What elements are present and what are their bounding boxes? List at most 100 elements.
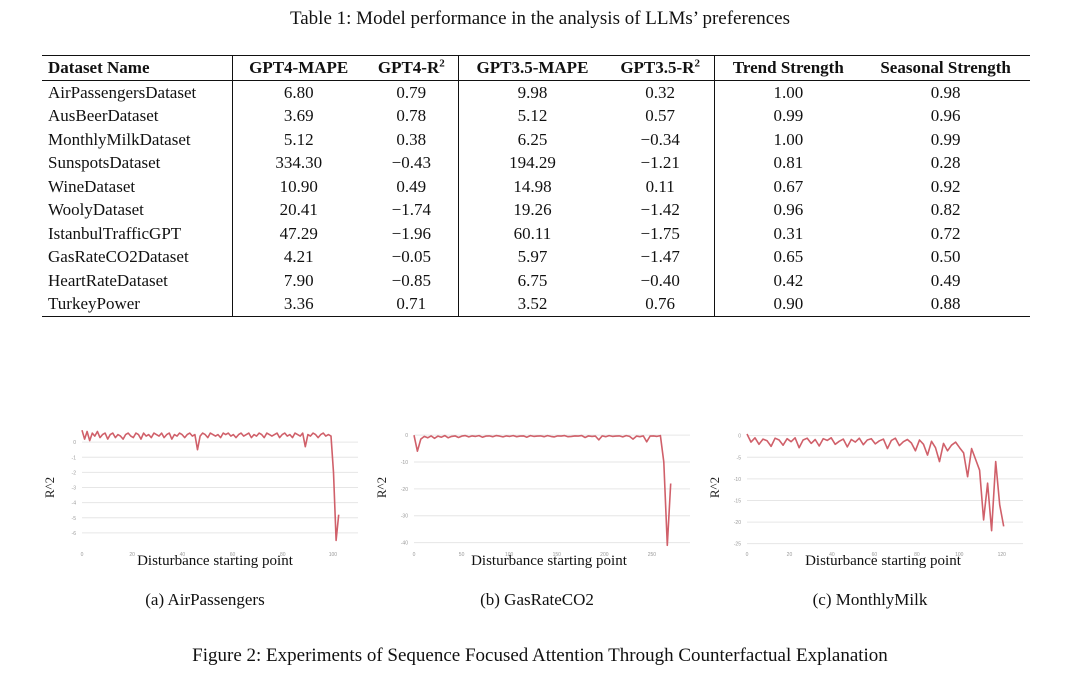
header-trend-strength: Trend Strength xyxy=(714,55,862,81)
y-tick-label: -10 xyxy=(734,477,741,483)
line-chart-gasrateco2: 0 -10 -20 -30 -40 0 50 100 150 200 250 R^2 xyxy=(374,433,690,558)
value-cell: −1.75 xyxy=(605,221,716,245)
value-cell: 0.88 xyxy=(861,292,1030,317)
x-tick-label: 0 xyxy=(746,552,749,558)
value-cell: 0.67 xyxy=(773,176,804,196)
y-tick-label: -1 xyxy=(72,455,77,461)
y-axis-label: R^2 xyxy=(374,477,389,498)
value-cell: 0.76 xyxy=(605,292,716,317)
y-tick-label: 0 xyxy=(405,433,408,439)
value-cell: 0.81 xyxy=(773,153,804,172)
table-row: HeartRateDataset 7.90 −0.85 6.75 −0.40 0.42 0.… xyxy=(42,268,1030,292)
value-cell: 5.12 xyxy=(517,106,548,125)
x-tick-label: 60 xyxy=(872,552,878,558)
y-tick-label: 0 xyxy=(738,434,741,440)
value-cell: 1.00 xyxy=(773,129,804,149)
value-cell: 6.80 xyxy=(283,82,314,102)
table-row: IstanbulTrafficGPT 47.29 −1.96 60.11 −1.75 0.… xyxy=(42,221,1030,245)
value-cell: −1.96 xyxy=(364,221,460,245)
y-tick-label: -5 xyxy=(737,455,742,461)
y-tick-label: -4 xyxy=(72,501,77,507)
y-tick-label: 0 xyxy=(73,440,76,446)
header-dataset-name: Dataset Name xyxy=(42,55,233,81)
value-cell: 0.96 xyxy=(773,200,804,219)
value-cell: 7.90 xyxy=(283,270,314,290)
dataset-name-cell: WoolyDataset xyxy=(42,198,233,222)
dataset-name-cell: HeartRateDataset xyxy=(42,268,233,292)
x-tick-label: 60 xyxy=(230,552,236,558)
subfigure-caption-b: (b) GasRateCO2 xyxy=(480,590,594,609)
value-cell: 0.79 xyxy=(364,80,460,104)
value-cell: −1.42 xyxy=(605,198,716,222)
value-cell: 0.50 xyxy=(930,247,961,266)
table-caption: Table 1: Model performance in the analys… xyxy=(289,8,791,29)
header-gpt4-r2: GPT4-R2 xyxy=(364,55,460,81)
y-tick-label: -10 xyxy=(401,460,408,466)
value-cell: 0.90 xyxy=(714,292,862,317)
value-cell: 6.75 xyxy=(517,270,548,290)
table-row: WineDataset 10.90 0.49 14.98 0.11 0.67 0.92 xyxy=(42,174,1030,198)
table-header-row: Dataset Name GPT4-MAPE GPT4-R2 GPT3.5-MA… xyxy=(42,55,1030,81)
x-tick-label: 80 xyxy=(280,552,286,558)
performance-table: Dataset Name GPT4-MAPE GPT4-R2 GPT3.5-MA… xyxy=(42,55,1030,317)
value-cell: 4.21 xyxy=(283,247,314,266)
value-cell: 6.25 xyxy=(517,129,548,149)
x-tick-label: 120 xyxy=(998,552,1007,558)
subfigure-caption-c: (c) MonthlyMilk xyxy=(812,590,928,609)
x-tick-label: 20 xyxy=(787,552,793,558)
value-cell: 0.78 xyxy=(364,104,460,128)
y-tick-label: -15 xyxy=(734,498,741,504)
plot-gasrateco2: 0 -10 -20 -30 -40 0 50 100 150 200 250 R^2 xyxy=(372,415,702,575)
r2-superscript: 2 xyxy=(439,57,445,70)
dataset-name-cell: MonthlyMilkDataset xyxy=(42,127,233,151)
table-row: WoolyDataset 20.41 −1.74 19.26 −1.42 0.96 0.82 xyxy=(42,198,1030,222)
value-cell: 0.31 xyxy=(773,223,804,243)
value-cell: 0.65 xyxy=(773,247,804,266)
figure-caption: Figure 2: Experiments of Sequence Focuse… xyxy=(192,645,888,666)
table-row: GasRateCO2Dataset 4.21 −0.05 5.97 −1.47 0.65 0… xyxy=(42,245,1030,269)
x-tick-label: 100 xyxy=(955,552,964,558)
series-line xyxy=(413,434,672,547)
value-cell: 0.42 xyxy=(773,270,804,290)
value-cell: 0.82 xyxy=(930,200,961,219)
x-axis-label: Disturbance starting point xyxy=(805,553,961,569)
value-cell: 0.92 xyxy=(930,176,961,196)
plot-monthlymilk: 0 -5 -10 -15 -20 -25 0 20 40 60 80 100 120 R^2 xyxy=(705,415,1035,575)
x-tick-label: 80 xyxy=(914,552,920,558)
value-cell: 334.30 xyxy=(275,153,323,172)
value-cell: 3.36 xyxy=(232,292,365,317)
table-row: AusBeerDataset 3.69 0.78 5.12 0.57 0.99 0.96 xyxy=(42,104,1030,128)
value-cell: 19.26 xyxy=(513,200,552,219)
header-gpt35-mape: GPT3.5-MAPE xyxy=(458,55,606,81)
value-cell: 20.41 xyxy=(279,200,318,219)
dataset-name-cell: GasRateCO2Dataset xyxy=(42,245,233,269)
dataset-name-cell: IstanbulTrafficGPT xyxy=(42,221,233,245)
value-cell: 0.99 xyxy=(773,106,804,125)
y-axis-label: R^2 xyxy=(707,477,722,498)
x-tick-label: 50 xyxy=(459,552,465,558)
value-cell: 0.57 xyxy=(605,104,716,128)
value-cell: −0.85 xyxy=(364,268,460,292)
table-row: MonthlyMilkDataset 5.12 0.38 6.25 −0.34 1.00 0… xyxy=(42,127,1030,151)
x-axis-label: Disturbance starting point xyxy=(471,553,627,569)
r2-superscript: 2 xyxy=(694,57,700,70)
value-cell: 0.72 xyxy=(930,223,961,243)
value-cell: −0.40 xyxy=(605,268,716,292)
x-tick-label: 150 xyxy=(553,552,562,558)
value-cell: 0.32 xyxy=(605,80,716,104)
x-axis-label: Disturbance starting point xyxy=(137,553,293,569)
header-gpt35-r2: GPT3.5-R2 xyxy=(605,55,716,81)
value-cell: 1.00 xyxy=(773,82,804,102)
dataset-name-cell: WineDataset xyxy=(42,174,233,198)
value-cell: 5.12 xyxy=(283,129,314,149)
header-seasonal-strength: Seasonal Strength xyxy=(861,55,1030,81)
x-tick-label: 100 xyxy=(505,552,514,558)
x-tick-label: 40 xyxy=(829,552,835,558)
series-line xyxy=(746,433,1005,532)
x-tick-label: 0 xyxy=(413,552,416,558)
x-tick-label: 0 xyxy=(81,552,84,558)
y-tick-label: -6 xyxy=(72,531,77,537)
value-cell: 9.98 xyxy=(517,82,548,102)
x-tick-label: 250 xyxy=(648,552,657,558)
value-cell: −1.47 xyxy=(605,245,716,269)
